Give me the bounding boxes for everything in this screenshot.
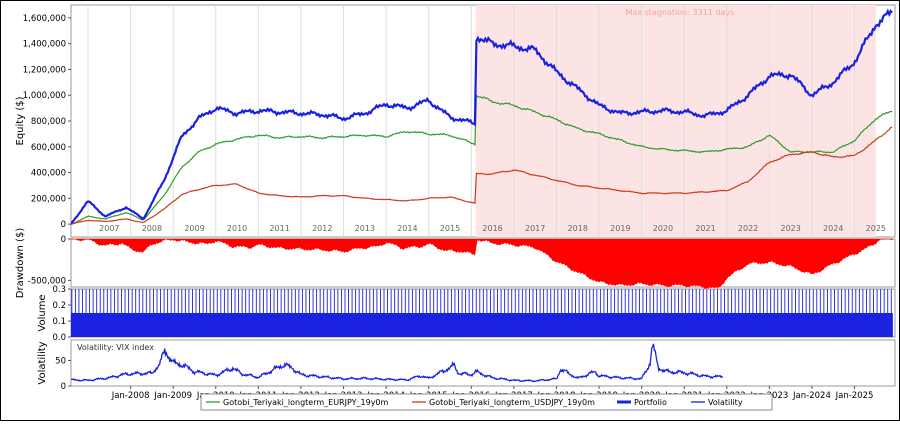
equity-y-tick-label: 1,200,000: [23, 65, 66, 75]
year-label: 2020: [653, 224, 673, 233]
equity-y-tick-label: 200,000: [31, 194, 66, 204]
equity-y-axis-label: Equity ($): [15, 96, 26, 145]
legend-box: [200, 393, 773, 411]
volatility-annotation: Volatility: VIX index: [77, 343, 154, 352]
x-tick-label: Jan-2025: [835, 391, 874, 401]
equity-y-tick-label: 600,000: [31, 143, 66, 153]
equity-y-tick-label: 1,400,000: [23, 40, 66, 50]
volatility-y-axis-label: Volatility: [37, 341, 48, 384]
year-label: 2014: [397, 224, 417, 233]
year-label: 2012: [312, 224, 332, 233]
year-label: 2007: [99, 224, 119, 233]
volume-y-axis-label: Volume: [37, 294, 48, 331]
year-label: 2017: [525, 224, 545, 233]
legend-item-label: Gotobi_Teriyaki_longterm_USDJPY_19y0m: [429, 398, 595, 407]
legend-item-label: Volatility: [708, 398, 743, 407]
stagnation-label: Max stagnation: 3311 days: [626, 8, 735, 17]
equity-y-tick-label: 1,600,000: [23, 14, 66, 24]
volume-spikes: [71, 289, 892, 337]
year-label: 2009: [184, 224, 204, 233]
year-label: 2016: [482, 224, 502, 233]
equity-y-tick-label: 800,000: [31, 117, 66, 127]
x-tick-label: Jan-2024: [792, 391, 831, 401]
drawdown-y-axis-label: Drawdown ($): [15, 228, 26, 299]
equity-y-tick-label: 1,000,000: [23, 91, 66, 101]
year-label: 2011: [269, 224, 289, 233]
volatility-y-tick-label: 50: [55, 356, 66, 366]
legend-item-label: Gotobi_Teriyaki_longterm_EURJPY_19y0m: [223, 398, 389, 407]
year-label: 2018: [568, 224, 588, 233]
year-label: 2010: [227, 224, 247, 233]
drawdown-y-tick-label: -500,000: [28, 276, 66, 286]
year-label: 2025: [866, 224, 886, 233]
year-label: 2013: [355, 224, 375, 233]
volume-y-tick-label: 0.3: [52, 285, 66, 295]
year-label: 2022: [738, 224, 758, 233]
volume-y-tick-label: 0.0: [52, 333, 66, 343]
drawdown-y-tick-label: 0: [61, 235, 66, 245]
equity-y-tick-label: 400,000: [31, 169, 66, 179]
equity-series-line: [71, 126, 893, 225]
drawdown-area: [71, 238, 894, 290]
year-label: 2015: [440, 224, 460, 233]
year-label: 2008: [142, 224, 162, 233]
year-label: 2019: [610, 224, 630, 233]
volatility-plot-area: [70, 339, 896, 387]
equity-y-tick-label: 0: [61, 220, 66, 230]
equity-series-line: [71, 93, 893, 225]
stagnation-highlight: [475, 5, 876, 237]
legend-item-label: Portfolio: [634, 398, 667, 407]
volume-y-tick-label: 0.1: [52, 317, 66, 327]
volatility-y-tick-label: 0: [61, 382, 66, 392]
volume-y-tick-label: 0.2: [52, 301, 66, 311]
equity-series-line: [71, 8, 893, 225]
volume-base-band: [71, 313, 893, 337]
volatility-line: [70, 343, 724, 383]
year-label: 2024: [823, 224, 843, 233]
legend: [200, 393, 773, 411]
year-label: 2023: [780, 224, 800, 233]
x-tick-label: Jan-2009: [153, 391, 192, 401]
year-label: 2021: [695, 224, 715, 233]
x-tick-label: Jan-2008: [111, 391, 150, 401]
